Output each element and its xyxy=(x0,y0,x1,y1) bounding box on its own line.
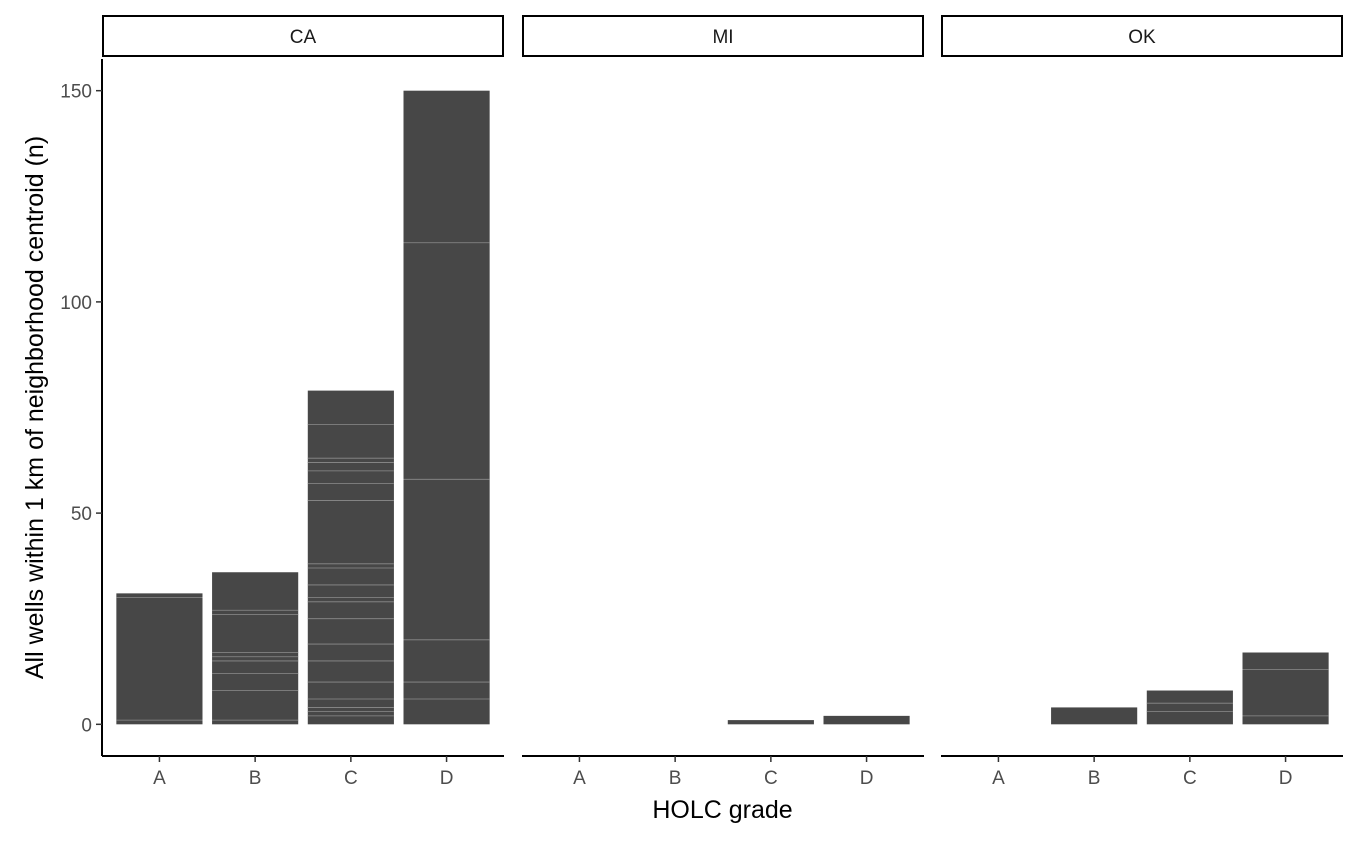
x-tick-label: B xyxy=(249,768,262,789)
bar xyxy=(116,593,203,725)
bar xyxy=(1146,690,1233,725)
y-tick-label: 100 xyxy=(60,293,92,314)
facet-strip xyxy=(522,15,924,57)
x-tick-label: A xyxy=(573,768,586,789)
bar xyxy=(727,720,814,725)
facet-strip xyxy=(102,15,504,57)
y-tick-label: 150 xyxy=(60,82,92,103)
bar xyxy=(823,715,910,725)
facet-panel-mi: MI A B C D xyxy=(522,15,924,789)
facet-strip-label: CA xyxy=(290,27,317,48)
x-tick-label: A xyxy=(992,768,1005,789)
facet-strip xyxy=(941,15,1343,57)
bar xyxy=(307,390,394,725)
x-tick-label: C xyxy=(764,768,778,789)
x-tick-label: D xyxy=(860,768,874,789)
x-tick-label: A xyxy=(153,768,166,789)
bar xyxy=(1242,652,1329,725)
x-tick-label: C xyxy=(1183,768,1197,789)
bar xyxy=(212,572,299,725)
y-tick-label: 0 xyxy=(81,715,92,736)
x-tick-label: C xyxy=(344,768,358,789)
x-tick-label: B xyxy=(1088,768,1101,789)
facet-panel-ok: OK A B C D xyxy=(941,15,1343,789)
y-tick-label: 50 xyxy=(71,504,92,525)
facet-strip-label: MI xyxy=(712,27,733,48)
facet-panel-ca: CA A B C D xyxy=(102,15,504,789)
x-tick-label: D xyxy=(1279,768,1293,789)
bar xyxy=(1051,707,1138,725)
x-tick-label: B xyxy=(669,768,682,789)
x-axis-title: HOLC grade xyxy=(652,796,792,824)
y-axis-title: All wells within 1 km of neighborhood ce… xyxy=(21,136,49,679)
bar xyxy=(403,90,490,725)
facet-strip-label: OK xyxy=(1128,27,1156,48)
x-tick-label: D xyxy=(440,768,454,789)
